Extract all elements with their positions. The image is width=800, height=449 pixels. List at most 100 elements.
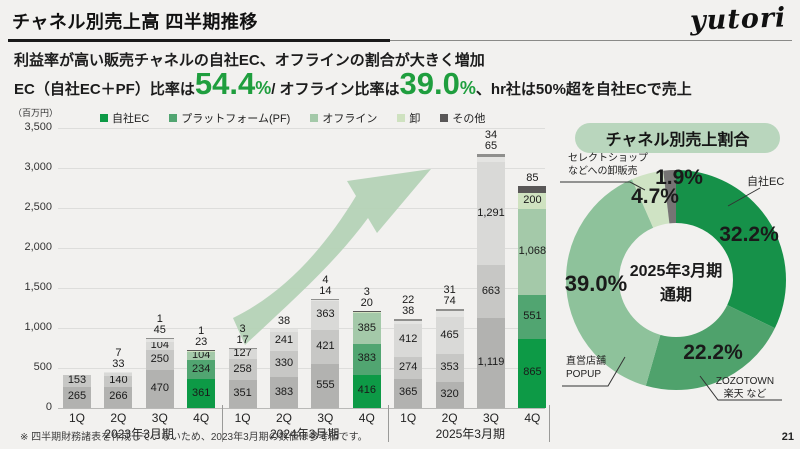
donut-segment [566, 170, 786, 390]
gridline [58, 408, 545, 409]
x-axis-quarter-label: 1Q [400, 411, 417, 425]
donut-center-period: 2025年3月期 [629, 263, 723, 280]
bar-segment [187, 352, 216, 361]
bar-segment [63, 386, 91, 408]
year-group-separator [549, 405, 550, 442]
year-group-separator [387, 405, 389, 442]
bar-value-label: 412 [399, 333, 418, 346]
legend-label: その他 [452, 113, 486, 125]
subtitle-line2: EC（自社EC＋PF）比率は 54.4 % / オフライン比率は 39.0 % … [14, 68, 692, 99]
bar-value-label: 3 [363, 286, 370, 299]
x-axis-quarter-label: 2Q [441, 411, 458, 425]
bar-segment [187, 360, 216, 380]
bar-segment [352, 344, 381, 375]
bar-value-label: 23 [195, 336, 208, 349]
ec-ratio-value: 54.4 [194, 66, 256, 101]
title-underline-gray [390, 40, 792, 41]
legend-swatch [397, 114, 406, 122]
callout-select-shop: セレクトショップ などへの卸販売 [568, 153, 648, 177]
y-axis-tick: 2,000 [24, 241, 52, 253]
callout-own-ec: 自社EC [747, 176, 785, 188]
legend-item: その他 [440, 110, 485, 126]
bar-value-label: 361 [192, 386, 211, 399]
bar-value-label: 1,291 [477, 206, 505, 219]
y-axis-tick: 3,000 [24, 161, 52, 173]
bar-segment [352, 311, 381, 314]
x-axis-year-label: 2023年3月期 [104, 427, 174, 441]
donut-center-fullyear: 通期 [659, 287, 692, 304]
bar-value-label: 385 [357, 321, 376, 334]
bar-segment [518, 209, 547, 295]
bar-value-label: 266 [109, 390, 128, 403]
legend-swatch [440, 114, 449, 122]
bar-segment [228, 379, 257, 408]
donut-percent-label: 1.9% [655, 166, 703, 189]
y-axis-tick: 3,500 [24, 121, 52, 133]
x-axis-quarter-label: 3Q [151, 411, 168, 425]
bar-value-label: 20 [360, 297, 373, 310]
page-number: 21 [781, 431, 794, 443]
gridline [58, 248, 545, 249]
bar-value-label: 127 [233, 347, 252, 360]
bar-value-label: 865 [523, 366, 542, 379]
subtitle-text: 、hr社は50%超を自社ECで売上 [475, 81, 692, 98]
ec-ratio-percent-sign: % [255, 78, 272, 98]
gridline [58, 208, 545, 209]
bar-segment [352, 313, 381, 345]
year-group-separator [221, 405, 223, 442]
footnote: ※ 四半期財務諸表を作成していないため、2023年3月期の数値は参考値です。 [20, 432, 368, 443]
donut-segment [566, 170, 786, 390]
donut-segment [566, 170, 786, 390]
bar-segment [63, 374, 91, 387]
bar-segment [145, 342, 174, 351]
bar-value-label: 421 [316, 339, 335, 352]
subtitle-line1: 利益率が高い販売チャネルの自社EC、オフラインの割合が大きく増加 [14, 52, 485, 69]
bar-segment [104, 375, 133, 387]
callout-zozotown: ZOZOTOWN 楽天 など [715, 376, 775, 400]
bar-segment [311, 329, 340, 364]
bar-value-label: 1,119 [477, 356, 505, 369]
donut-center-label: 2025年3月期 通期 [601, 257, 751, 305]
bar-value-label: 351 [233, 386, 252, 399]
bar-segment [394, 319, 423, 321]
bar-segment [518, 294, 547, 339]
bar-value-label: 38 [402, 305, 415, 318]
gridline [58, 368, 545, 369]
legend-item: 卸 [397, 110, 420, 126]
bar-segment [104, 386, 133, 408]
x-axis-quarter-label: 4Q [524, 411, 541, 425]
gridline [58, 128, 545, 129]
x-axis-quarter-label: 4Q [358, 411, 375, 425]
bar-segment [145, 370, 174, 408]
bar-value-label: 1 [156, 313, 163, 326]
bar-segment [104, 372, 133, 376]
bar-segment [187, 350, 216, 352]
bar-value-label: 33 [112, 358, 125, 371]
subtitle-text: EC（自社EC＋PF）比率は [14, 81, 195, 98]
bar-value-label: 1,068 [518, 245, 547, 257]
bar-value-label: 241 [274, 334, 294, 347]
donut-callout-lines [560, 181, 782, 401]
bar-value-label: 320 [440, 388, 459, 401]
bar-segment [477, 154, 505, 157]
donut-rings [560, 170, 786, 401]
bar-value-label: 38 [277, 314, 291, 327]
bar-segment [228, 347, 257, 349]
donut-chart: チャネル別売上割合 セレクトショップ などへの卸販売 自社EC 直営店舗 POP… [555, 105, 800, 449]
bar-value-label: 74 [443, 294, 456, 307]
bar-segment [270, 377, 298, 408]
bar-value-label: 363 [316, 308, 335, 321]
bar-value-label: 416 [357, 384, 376, 397]
bar-segment [228, 349, 257, 360]
y-axis-tick: 0 [45, 401, 52, 413]
bar-segment [352, 374, 381, 408]
bar-segment [435, 308, 464, 312]
x-axis-quarter-label: 1Q [68, 411, 85, 425]
bar-segment [518, 338, 547, 408]
legend-item: オフライン [310, 110, 377, 126]
bar-value-label: 14 [319, 285, 332, 298]
bar-value-label: 555 [316, 378, 335, 391]
bar-value-label: 104 [192, 349, 211, 362]
